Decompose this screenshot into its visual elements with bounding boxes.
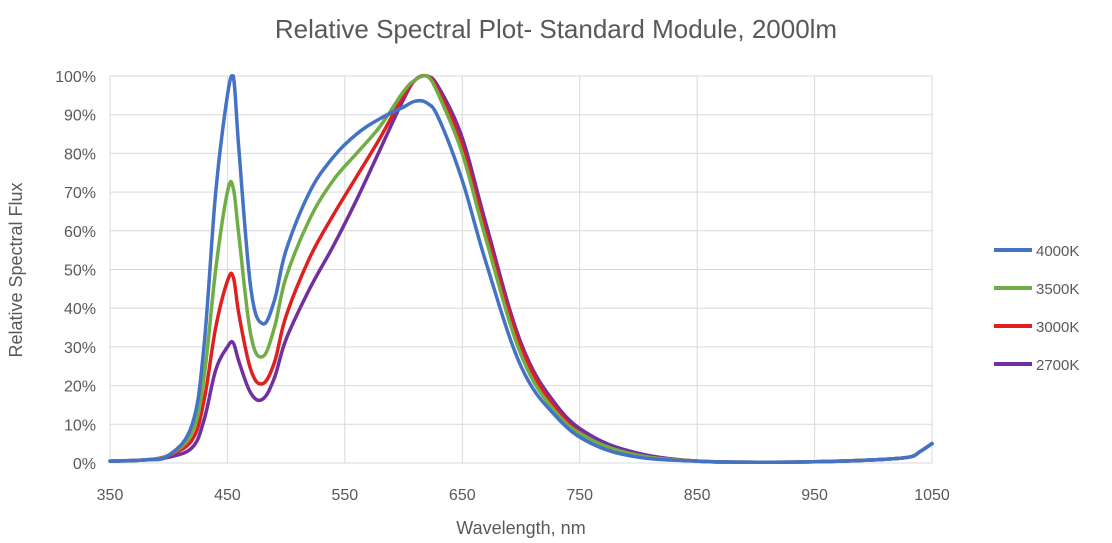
x-tick-label: 550	[332, 487, 359, 504]
legend-label-3000K: 3000K	[1036, 319, 1079, 336]
y-tick-label: 80%	[64, 146, 96, 163]
legend: 4000K 3500K 3000K 2700K	[994, 243, 1079, 374]
y-tick-label: 50%	[64, 263, 96, 280]
y-tick-label: 20%	[64, 379, 96, 396]
x-axis-label: Wavelength, nm	[456, 518, 585, 538]
y-tick-label: 90%	[64, 108, 96, 125]
x-tick-label: 950	[801, 487, 828, 504]
series-line-2700K	[108, 73, 934, 465]
y-tick-label: 70%	[64, 185, 96, 202]
series-line-3000K	[108, 73, 934, 465]
y-tick-label: 60%	[64, 224, 96, 241]
x-tick-label: 850	[684, 487, 711, 504]
x-tick-label: 450	[214, 487, 241, 504]
y-axis-ticks: 0% 10% 20% 30% 40% 50% 60% 70% 80% 90% 100%	[55, 69, 96, 473]
y-tick-label: 100%	[55, 69, 96, 86]
chart-title: Relative Spectral Plot- Standard Module,…	[275, 14, 837, 44]
y-tick-label: 40%	[64, 301, 96, 318]
y-tick-label: 0%	[73, 456, 96, 473]
x-tick-label: 1050	[914, 487, 950, 504]
x-tick-label: 650	[449, 487, 476, 504]
y-tick-label: 30%	[64, 340, 96, 357]
grid	[109, 75, 933, 464]
legend-label-2700K: 2700K	[1036, 357, 1079, 374]
x-axis-ticks: 350 450 550 650 750 850 950 1050	[97, 487, 950, 504]
y-axis-label: Relative Spectral Flux	[6, 182, 26, 357]
series-line-4000K	[108, 73, 934, 465]
x-tick-label: 350	[97, 487, 124, 504]
series-lines	[108, 73, 934, 465]
legend-label-3500K: 3500K	[1036, 281, 1079, 298]
legend-label-4000K: 4000K	[1036, 243, 1079, 260]
x-tick-label: 750	[566, 487, 593, 504]
y-tick-label: 10%	[64, 417, 96, 434]
